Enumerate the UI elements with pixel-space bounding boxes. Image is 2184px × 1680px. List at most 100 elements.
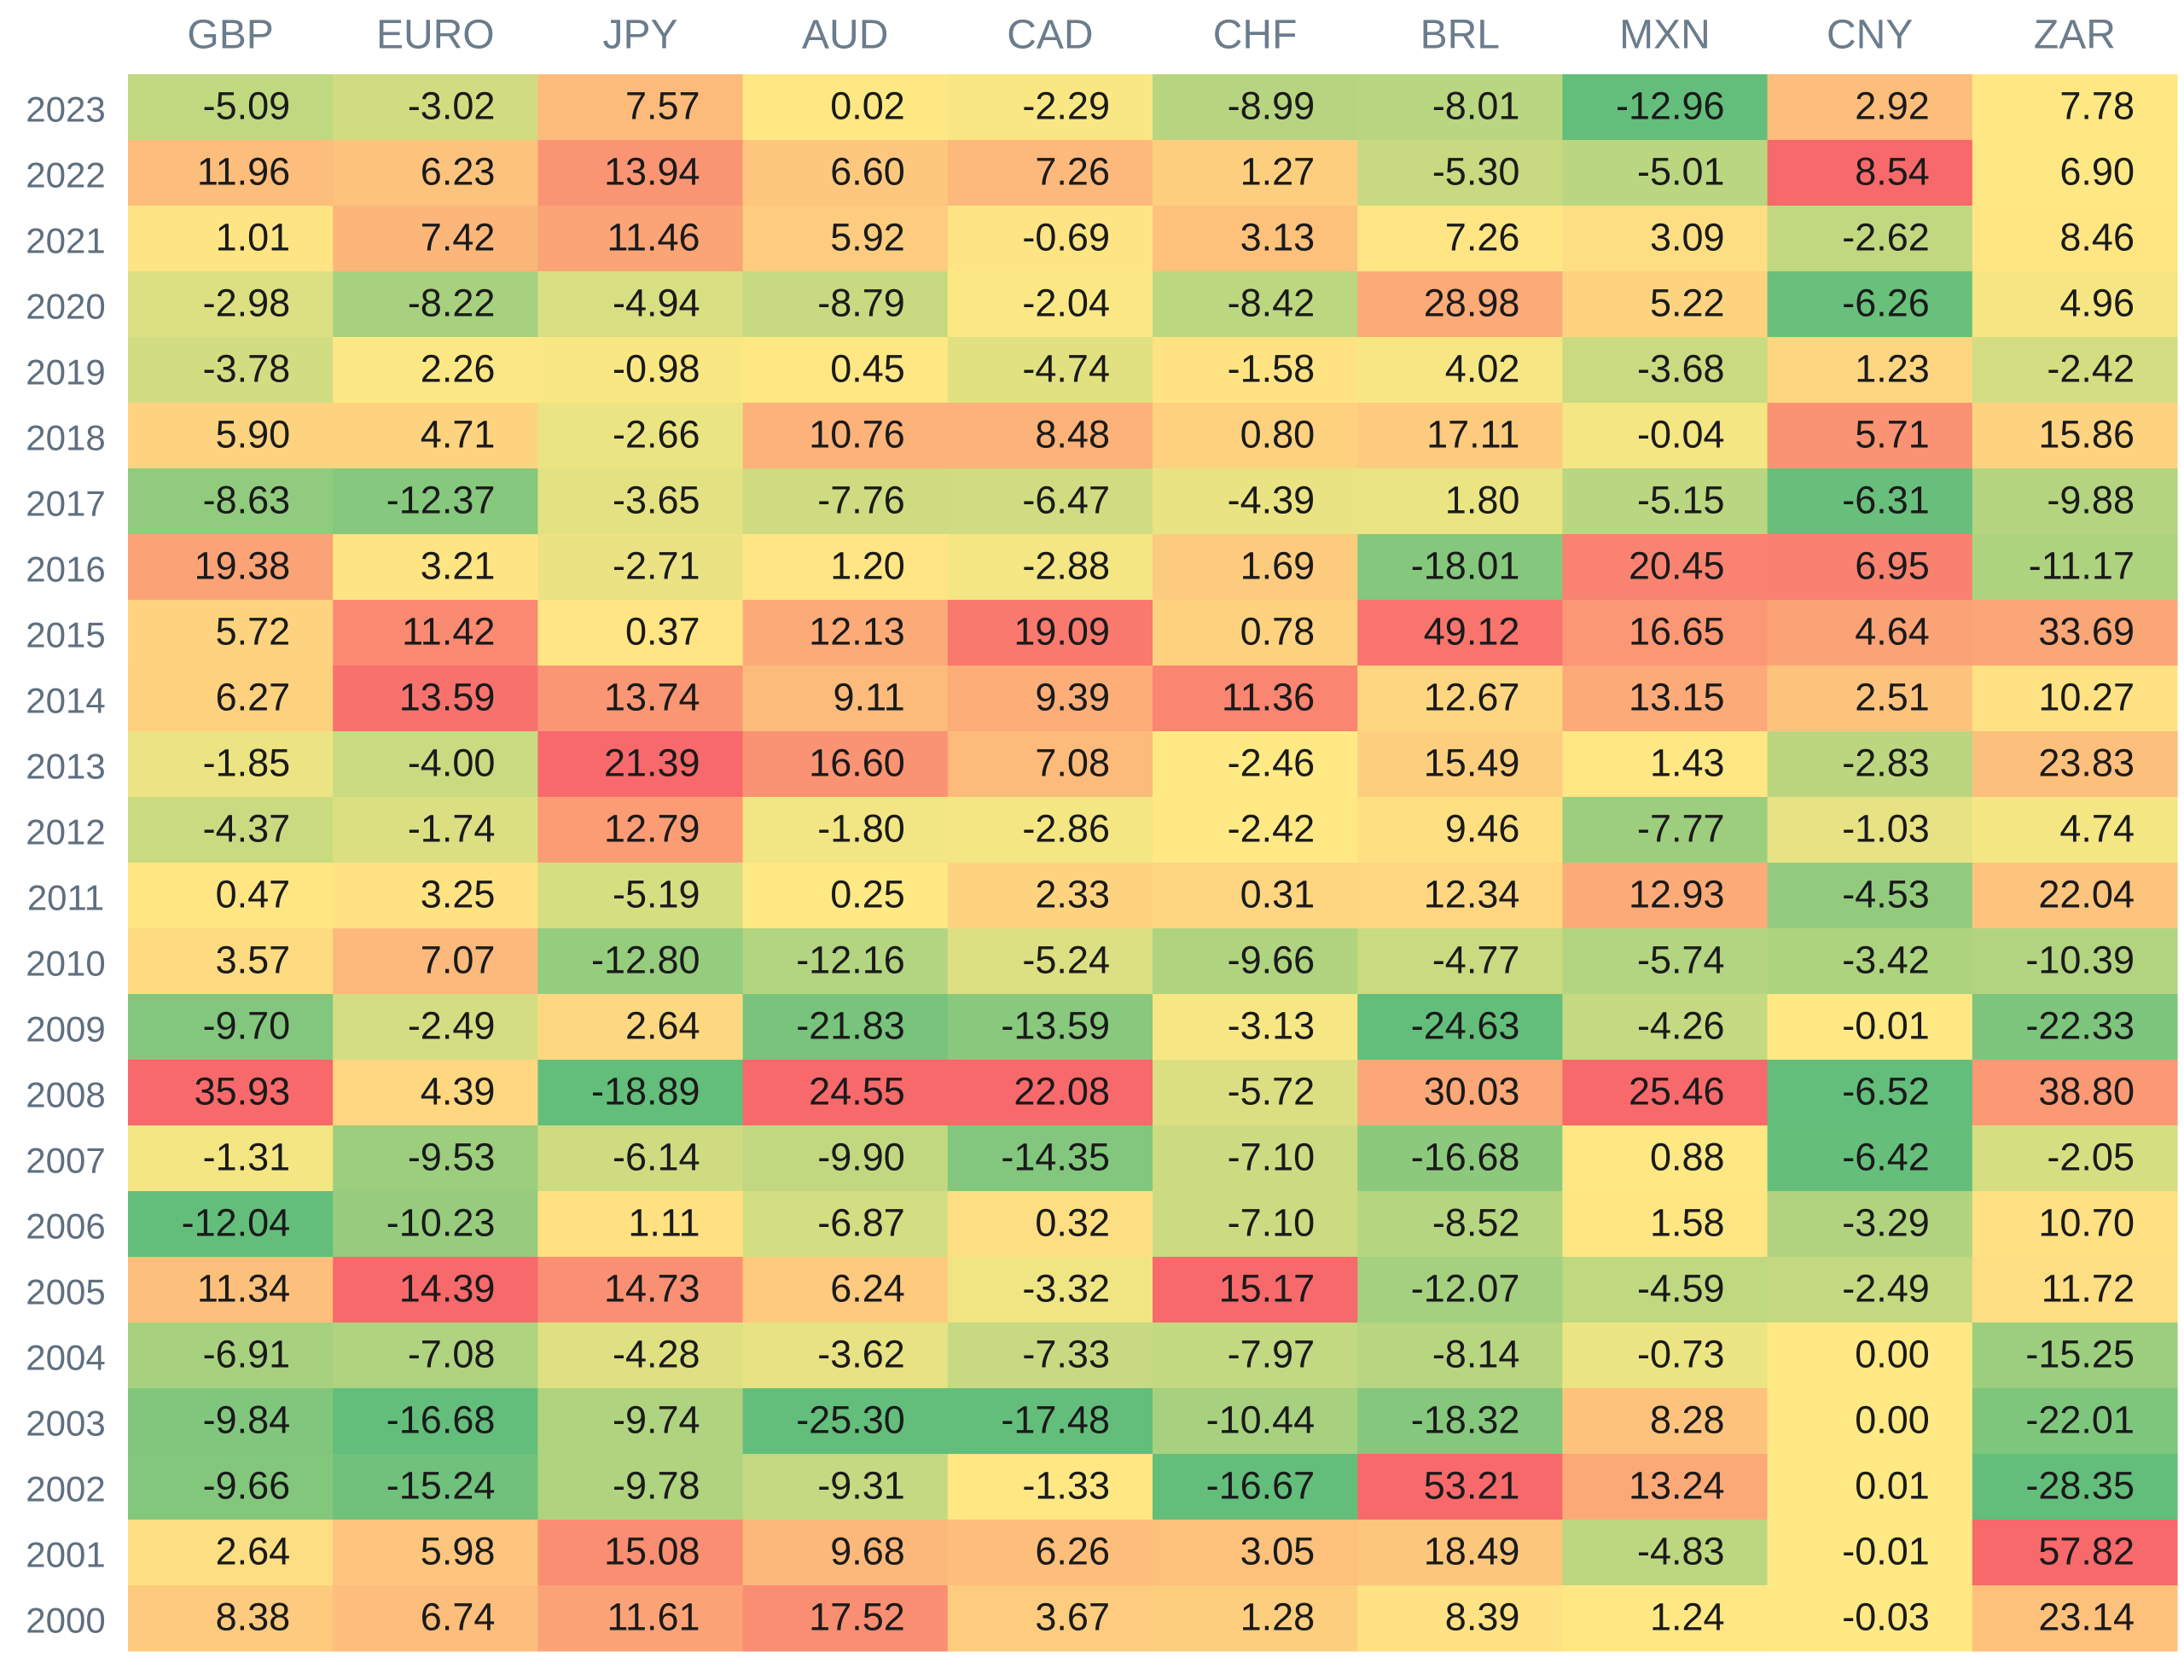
heatmap-cell	[537, 1585, 744, 1652]
cell-value: 1.69	[1240, 544, 1316, 587]
heatmap-cell	[537, 206, 744, 272]
heatmap-cell	[333, 1520, 538, 1586]
heatmap-cell	[333, 534, 538, 601]
cell-value: -10.44	[1206, 1398, 1316, 1441]
heatmap-cell	[742, 534, 949, 601]
heatmap-cell	[1153, 403, 1358, 469]
cell-value: 20.45	[1629, 544, 1725, 587]
cell-value: 2.92	[1855, 84, 1930, 127]
cell-value: 13.15	[1629, 675, 1725, 718]
cell-value: -22.33	[2025, 1003, 2135, 1047]
cell-value: 53.21	[1424, 1463, 1520, 1507]
heatmap-cell	[1767, 1191, 1973, 1258]
cell-value: 7.78	[2059, 84, 2135, 127]
heatmap-cell	[1153, 994, 1358, 1061]
heatmap-cell	[1562, 1191, 1769, 1258]
cell-value: 22.04	[2038, 872, 2135, 916]
heatmap-cell	[1972, 731, 2178, 798]
cell-value: -0.98	[613, 346, 700, 390]
heatmap-cell	[1972, 1388, 2178, 1455]
heatmap-cell	[128, 1388, 334, 1455]
heatmap-cell	[1562, 994, 1769, 1061]
row-label: 2009	[26, 1009, 105, 1049]
row-label: 2004	[26, 1338, 105, 1378]
cell-value: 11.36	[1222, 675, 1315, 718]
cell-value: -8.99	[1228, 84, 1316, 127]
cell-value: -9.88	[2047, 478, 2135, 521]
heatmap-cell	[1562, 1322, 1769, 1389]
cell-value: -4.37	[203, 806, 291, 850]
heatmap-cell	[1767, 1257, 1973, 1323]
heatmap-cell	[333, 1585, 538, 1652]
heatmap-cell	[1357, 1454, 1563, 1520]
heatmap-cell	[1972, 403, 2178, 469]
cell-value: -28.35	[2025, 1463, 2135, 1507]
cell-value: -7.76	[817, 478, 905, 521]
heatmap-cell	[1562, 863, 1769, 929]
cell-value: -4.26	[1637, 1003, 1725, 1047]
heatmap-cell	[128, 1125, 334, 1192]
heatmap-cell	[1767, 1125, 1973, 1192]
heatmap-cell	[1972, 928, 2178, 995]
cell-value: -1.31	[203, 1135, 291, 1178]
heatmap-cell	[742, 1191, 949, 1258]
heatmap-cell	[128, 534, 334, 601]
heatmap-cell	[1357, 1257, 1563, 1323]
heatmap-cell	[1562, 206, 1769, 272]
heatmap-cell	[537, 1257, 744, 1323]
cell-value: -0.01	[1842, 1529, 1930, 1572]
cell-value: -0.01	[1842, 1003, 1930, 1047]
heatmap-cell	[947, 337, 1153, 404]
cell-value: -2.71	[613, 544, 700, 587]
cell-value: 6.60	[830, 149, 905, 193]
heatmap-cell	[537, 271, 744, 338]
heatmap-cell	[537, 74, 744, 141]
row-label: 2019	[26, 352, 105, 392]
column-header: CHF	[1213, 13, 1298, 58]
heatmap-cell	[947, 863, 1153, 929]
row-label: 2003	[26, 1404, 105, 1444]
cell-value: -12.07	[1411, 1266, 1520, 1310]
heatmap-cell	[1562, 534, 1769, 601]
heatmap-cell	[1972, 140, 2178, 206]
cell-labels: -5.09 -3.02 7.57 0.02 -2.29 -8.99 -8.01 -12.96 2…	[182, 84, 2135, 1638]
heatmap-cell	[947, 206, 1153, 272]
cell-value: -2.29	[1022, 84, 1110, 127]
cell-value: -1.85	[203, 741, 291, 784]
row-label: 2020	[26, 287, 105, 327]
cell-value: 13.59	[399, 675, 496, 718]
heatmap-cell	[537, 140, 744, 206]
cell-value: 0.25	[830, 872, 905, 916]
cell-value: -16.68	[1411, 1135, 1520, 1178]
heatmap-cell	[333, 1454, 538, 1520]
cell-value: -5.15	[1637, 478, 1725, 521]
cell-value: -4.94	[613, 281, 700, 324]
heatmap-cell	[1562, 403, 1769, 469]
heatmap-cell	[742, 337, 949, 404]
heatmap-cell	[128, 1191, 334, 1258]
heatmap-cell	[128, 1454, 334, 1520]
heatmap-cell	[128, 271, 334, 338]
cell-value: -2.46	[1228, 741, 1316, 784]
cell-value: 15.17	[1219, 1266, 1316, 1310]
row-label: 2018	[26, 418, 105, 458]
cell-value: 19.38	[195, 544, 291, 587]
heatmap-cell	[1153, 863, 1358, 929]
heatmap-cell	[1153, 1060, 1358, 1126]
heatmap-cell	[537, 534, 744, 601]
cell-value: -3.62	[817, 1332, 905, 1375]
cell-value: -3.02	[408, 84, 496, 127]
heatmap-cell	[1357, 1388, 1563, 1455]
cell-value: -4.00	[408, 741, 496, 784]
heatmap-cell	[333, 1257, 538, 1323]
heatmap-cell	[1767, 1388, 1973, 1455]
cell-value: 0.01	[1855, 1463, 1930, 1507]
heatmap-cell	[1767, 1322, 1973, 1389]
cell-value: -7.10	[1228, 1200, 1316, 1244]
cell-value: -9.90	[817, 1135, 905, 1178]
cell-value: 4.96	[2059, 281, 2135, 324]
cell-value: 8.39	[1445, 1595, 1520, 1638]
heatmap-cell	[128, 1322, 334, 1389]
heatmap-cell	[1153, 468, 1358, 535]
cell-value: 4.02	[1445, 346, 1520, 390]
